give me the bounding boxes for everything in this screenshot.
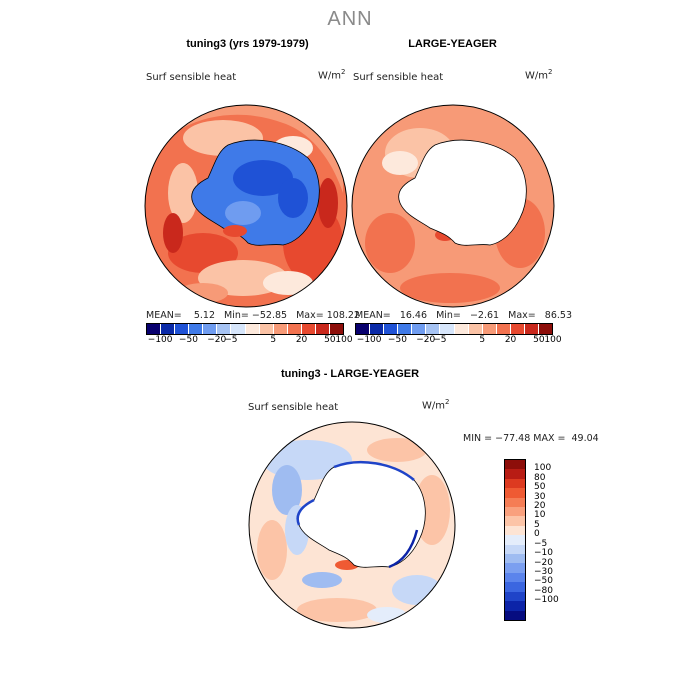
- colorbar-swatch: [505, 497, 525, 508]
- colorbar-tick-label: −5: [534, 538, 548, 549]
- right-panel-title: LARGE-YEAGER: [408, 38, 497, 50]
- colorbar-swatch: [231, 324, 246, 334]
- colorbar-tick-label: −20: [416, 335, 436, 345]
- colorbar-swatch: [412, 324, 427, 334]
- colorbar-tick-label: −80: [534, 585, 553, 596]
- left-units-label: W/m2: [318, 68, 346, 82]
- colorbar-tick-label: 50: [534, 482, 546, 493]
- colorbar-swatch: [189, 324, 204, 334]
- left-colorbar: −100 −50 −20 −5 5 20 50 100: [146, 323, 353, 347]
- diff-units-label: W/m2: [422, 398, 450, 412]
- colorbar-swatch: [259, 324, 274, 334]
- colorbar-swatch: [330, 324, 344, 334]
- colorbar-tick-label: 30: [534, 491, 546, 502]
- colorbar-swatch: [245, 324, 260, 334]
- colorbar-swatch: [505, 516, 525, 526]
- colorbar-tick-label: −50: [178, 335, 198, 345]
- left-polar-map: [144, 104, 348, 308]
- colorbar-swatch: [426, 324, 441, 334]
- colorbar-swatch: [505, 591, 525, 602]
- diff-colorbar-labels: 100 80 50 30 20 10 5 0 −5 −10 −20 −30 −50 −80 −100: [534, 459, 574, 621]
- colorbar-swatch: [505, 478, 525, 489]
- colorbar-swatch: [505, 601, 525, 611]
- colorbar-tick-label: −20: [534, 557, 553, 568]
- colorbar-tick-label: −20: [207, 335, 227, 345]
- main-title: ANN: [327, 8, 373, 30]
- colorbar-swatch: [505, 610, 525, 620]
- diff-panel-title: tuning3 - LARGE-YEAGER: [280, 368, 420, 380]
- right-colorbar: −100 −50 −20 −5 5 20 50 100: [355, 323, 562, 347]
- right-stats: MEAN= 16.46 Min= −2.61 Max= 86.53: [355, 310, 572, 321]
- colorbar-tick-label: −100: [534, 595, 559, 606]
- colorbar-tick-label: −30: [534, 566, 553, 577]
- colorbar-swatch: [505, 563, 525, 573]
- colorbar-tick-label: −100: [147, 335, 173, 345]
- left-stats: MEAN= 5.12 Min= −52.85 Max= 108.22: [146, 310, 360, 321]
- colorbar-tick-label: 80: [534, 472, 546, 483]
- colorbar-tick-label: 0: [534, 529, 540, 540]
- colorbar-swatch: [273, 324, 288, 334]
- colorbar-tick-label: 20: [295, 335, 308, 345]
- colorbar-swatch: [468, 324, 483, 334]
- colorbar-swatch: [505, 525, 525, 536]
- colorbar-swatch: [287, 324, 302, 334]
- colorbar-swatch: [505, 460, 525, 470]
- diff-colorbar: [504, 459, 526, 621]
- colorbar-tick-label: −5: [433, 335, 447, 345]
- right-polar-map: [351, 104, 555, 308]
- colorbar-swatch: [510, 324, 525, 334]
- colorbar-swatch: [440, 324, 455, 334]
- right-variable-label: Surf sensible heat: [353, 72, 444, 83]
- colorbar-swatch: [505, 488, 525, 498]
- colorbar-swatch: [505, 535, 525, 545]
- colorbar-tick-label: 50: [324, 335, 336, 345]
- colorbar-tick-label: 20: [534, 501, 546, 512]
- left-panel-title: tuning3 (yrs 1979-1979): [186, 38, 309, 50]
- colorbar-tick-label: 10: [534, 510, 546, 521]
- diff-polar-map: [248, 421, 456, 629]
- colorbar-tick-label: 5: [479, 335, 486, 345]
- colorbar-swatch: [505, 582, 525, 592]
- colorbar-tick-label: 50: [533, 335, 545, 345]
- colorbar-swatch: [217, 324, 232, 334]
- colorbar-tick-label: 5: [270, 335, 277, 345]
- colorbar-tick-label: −50: [534, 576, 553, 587]
- colorbar-swatch: [315, 324, 331, 334]
- diff-variable-label: Surf sensible heat: [248, 402, 339, 413]
- colorbar-swatch: [524, 324, 540, 334]
- colorbar-swatch: [147, 324, 162, 334]
- colorbar-swatch: [505, 572, 525, 583]
- left-variable-label: Surf sensible heat: [146, 72, 237, 83]
- right-units-label: W/m2: [525, 68, 553, 82]
- colorbar-tick-label: 5: [534, 519, 540, 530]
- colorbar-swatch: [370, 324, 385, 334]
- colorbar-swatch: [161, 324, 176, 334]
- colorbar-tick-label: −5: [224, 335, 238, 345]
- colorbar-swatch: [505, 507, 525, 517]
- colorbar-tick-label: −100: [356, 335, 382, 345]
- colorbar-tick-label: 100: [335, 335, 353, 345]
- colorbar-tick-label: −50: [387, 335, 407, 345]
- colorbar-swatch: [384, 324, 399, 334]
- colorbar-swatch: [482, 324, 497, 334]
- diff-stats: MIN = −77.48 MAX = 49.04: [463, 433, 599, 444]
- colorbar-tick-label: 100: [534, 463, 552, 474]
- colorbar-swatch: [356, 324, 371, 334]
- colorbar-swatch: [301, 324, 316, 334]
- colorbar-swatch: [505, 469, 525, 479]
- colorbar-tick-label: −10: [534, 548, 553, 559]
- colorbar-swatch: [505, 544, 525, 555]
- colorbar-swatch: [175, 324, 190, 334]
- colorbar-swatch: [496, 324, 511, 334]
- colorbar-swatch: [454, 324, 469, 334]
- colorbar-swatch: [398, 324, 413, 334]
- colorbar-swatch: [539, 324, 553, 334]
- colorbar-tick-label: 20: [504, 335, 517, 345]
- colorbar-swatch: [505, 554, 525, 564]
- colorbar-swatch: [203, 324, 218, 334]
- colorbar-tick-label: 100: [544, 335, 562, 345]
